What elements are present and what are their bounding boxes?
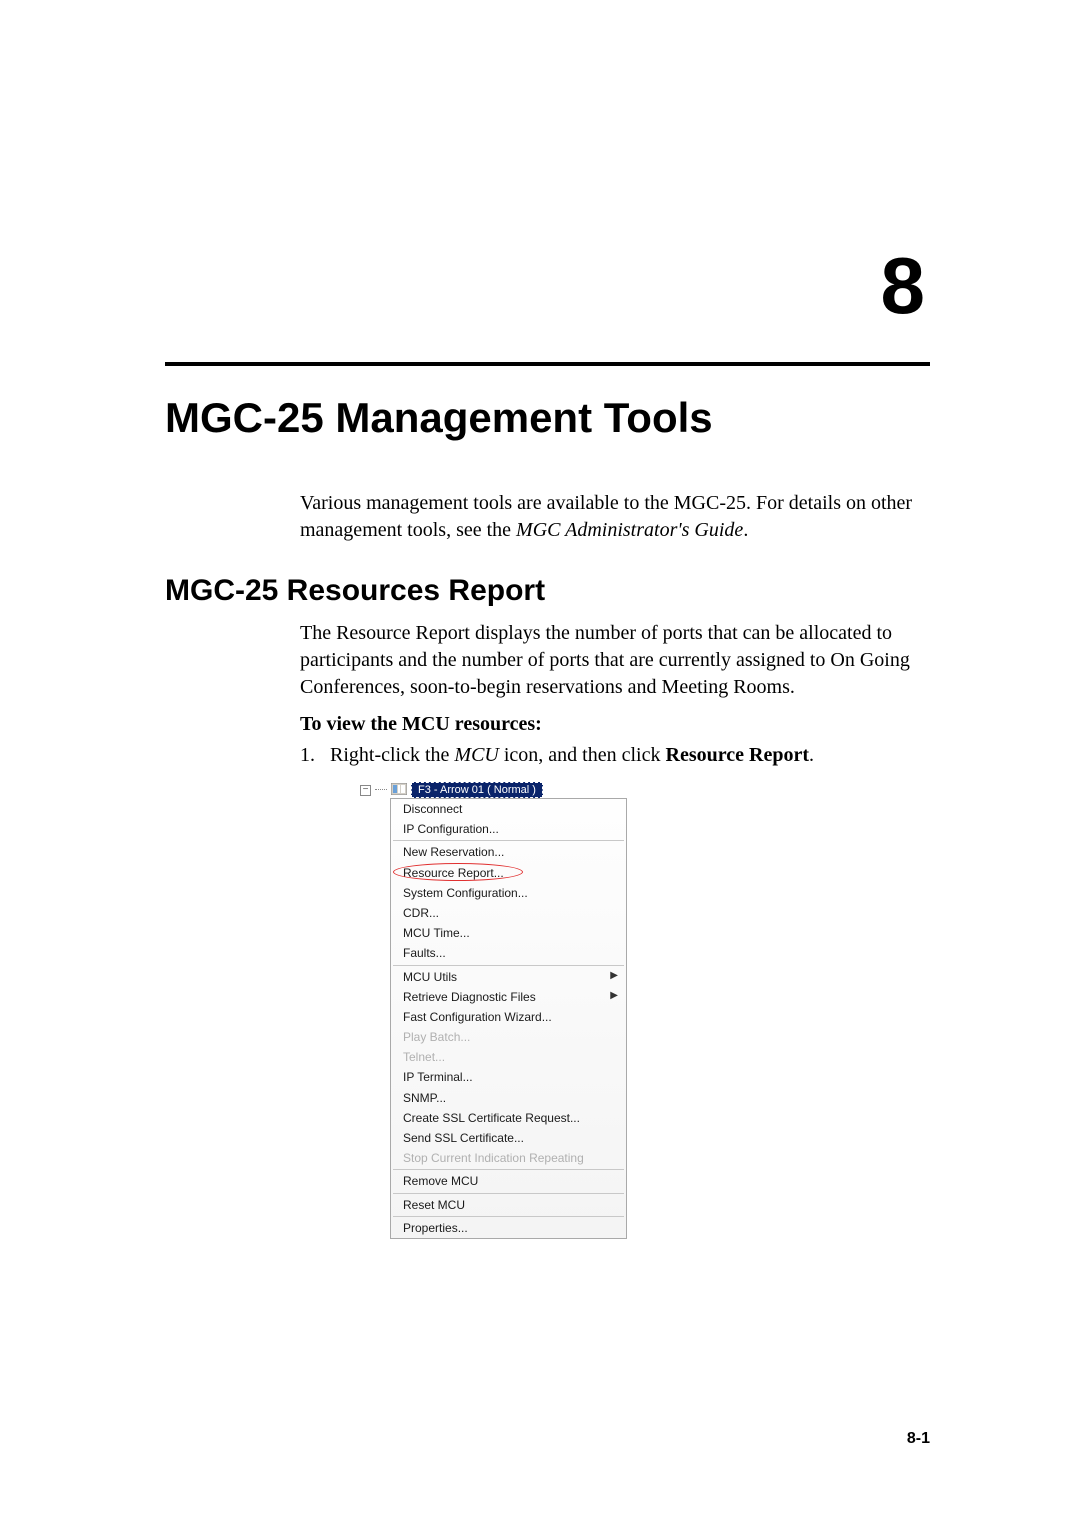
menu-separator (393, 840, 624, 841)
menu-item[interactable]: MCU Time... (391, 923, 626, 943)
procedure-step-1: 1.Right-click the MCU icon, and then cli… (300, 744, 930, 767)
step-after: . (809, 744, 814, 766)
section-title: MGC-25 Resources Report (165, 574, 930, 608)
menu-item[interactable]: Disconnect (391, 799, 626, 819)
menu-item[interactable]: MCU Utils▶ (391, 967, 626, 987)
submenu-arrow-icon: ▶ (610, 969, 618, 983)
menu-item[interactable]: IP Terminal... (391, 1067, 626, 1087)
menu-item[interactable]: Faults... (391, 943, 626, 963)
menu-item[interactable]: Fast Configuration Wizard... (391, 1007, 626, 1027)
menu-item: Stop Current Indication Repeating (391, 1148, 626, 1168)
step-mid: icon, and then click (499, 744, 666, 766)
tree-row: − F3 - Arrow 01 ( Normal ) (360, 782, 615, 798)
menu-item[interactable]: SNMP... (391, 1088, 626, 1108)
tree-connector (375, 789, 387, 791)
chapter-title: MGC-25 Management Tools (165, 394, 930, 442)
page-number: 8-1 (907, 1430, 930, 1448)
menu-item[interactable]: Resource Report... (391, 863, 626, 883)
menu-item[interactable]: Reset MCU (391, 1195, 626, 1215)
mcu-icon (391, 783, 407, 798)
context-menu-figure: − F3 - Arrow 01 ( Normal ) DisconnectIP … (360, 782, 615, 1239)
context-menu: DisconnectIP Configuration... New Reserva… (390, 798, 627, 1239)
menu-item[interactable]: Create SSL Certificate Request... (391, 1108, 626, 1128)
menu-separator (393, 965, 624, 966)
chapter-number: 8 (165, 240, 930, 332)
mcu-label[interactable]: F3 - Arrow 01 ( Normal ) (411, 782, 543, 798)
menu-separator (393, 1216, 624, 1217)
step-italic: MCU (454, 744, 498, 766)
menu-separator (393, 1193, 624, 1194)
submenu-arrow-icon: ▶ (610, 989, 618, 1003)
menu-item: Play Batch... (391, 1027, 626, 1047)
highlight-ellipse (393, 863, 523, 881)
tree-collapse-icon[interactable]: − (360, 785, 371, 796)
section-paragraph: The Resource Report displays the number … (300, 620, 930, 701)
menu-item[interactable]: Properties... (391, 1218, 626, 1238)
menu-item[interactable]: System Configuration... (391, 883, 626, 903)
menu-separator (393, 1169, 624, 1170)
step-number: 1. (300, 744, 330, 767)
intro-after: . (743, 519, 748, 541)
menu-item[interactable]: IP Configuration... (391, 819, 626, 839)
intro-italic: MGC Administrator's Guide (516, 519, 743, 541)
menu-item[interactable]: New Reservation... (391, 842, 626, 862)
menu-item[interactable]: Retrieve Diagnostic Files▶ (391, 987, 626, 1007)
menu-item: Telnet... (391, 1047, 626, 1067)
menu-item[interactable]: CDR... (391, 903, 626, 923)
step-bold: Resource Report (666, 744, 809, 766)
menu-item[interactable]: Remove MCU (391, 1171, 626, 1191)
menu-item[interactable]: Send SSL Certificate... (391, 1128, 626, 1148)
step-pre: Right-click the (330, 744, 454, 766)
intro-paragraph: Various management tools are available t… (300, 490, 930, 544)
procedure-heading: To view the MCU resources: (300, 713, 930, 736)
chapter-rule (165, 362, 930, 366)
